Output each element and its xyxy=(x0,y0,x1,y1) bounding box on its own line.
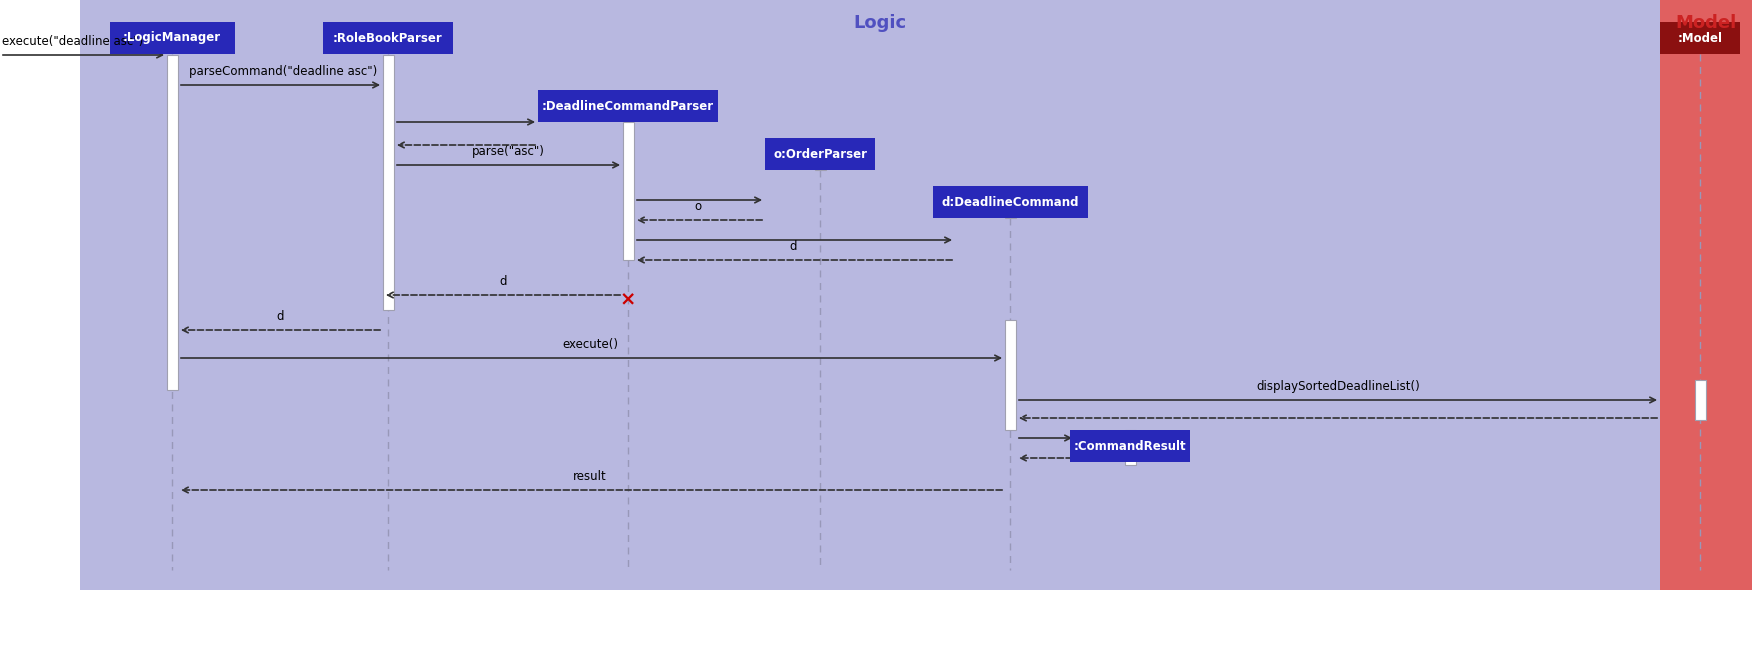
Bar xyxy=(1006,196,1016,218)
Bar xyxy=(1694,380,1706,420)
Text: ×: × xyxy=(620,290,636,310)
Text: Model: Model xyxy=(1675,14,1736,32)
Text: o:OrderParser: o:OrderParser xyxy=(773,148,867,161)
Bar xyxy=(1006,320,1016,430)
Text: :LogicManager: :LogicManager xyxy=(123,32,221,45)
Text: :CommandResult: :CommandResult xyxy=(1074,439,1186,453)
Text: execute("deadline asc"): execute("deadline asc") xyxy=(2,35,144,48)
Bar xyxy=(110,22,235,54)
Text: d:DeadlineCommand: d:DeadlineCommand xyxy=(941,195,1079,208)
Text: Logic: Logic xyxy=(853,14,906,32)
Bar xyxy=(1659,0,1752,590)
Bar xyxy=(166,55,179,390)
Text: displaySortedDeadlineList(): displaySortedDeadlineList() xyxy=(1256,380,1419,393)
Text: d: d xyxy=(499,275,506,288)
Text: :DeadlineCommandParser: :DeadlineCommandParser xyxy=(541,99,715,112)
Bar xyxy=(538,90,718,122)
Bar xyxy=(1659,22,1740,54)
Bar xyxy=(815,148,825,170)
Bar xyxy=(766,138,874,170)
Text: o: o xyxy=(694,200,701,213)
Bar xyxy=(624,122,634,260)
Text: execute(): execute() xyxy=(562,338,618,351)
Bar xyxy=(322,22,454,54)
Bar xyxy=(1070,430,1190,462)
Bar xyxy=(384,55,394,310)
Text: d: d xyxy=(788,240,797,253)
Bar xyxy=(934,186,1088,218)
Text: result: result xyxy=(573,470,606,483)
Text: parseCommand("deadline asc"): parseCommand("deadline asc") xyxy=(189,65,377,78)
Text: parse("asc"): parse("asc") xyxy=(471,145,545,158)
Text: :RoleBookParser: :RoleBookParser xyxy=(333,32,443,45)
Bar xyxy=(1125,430,1135,465)
Text: d: d xyxy=(277,310,284,323)
Text: :Model: :Model xyxy=(1677,32,1722,45)
